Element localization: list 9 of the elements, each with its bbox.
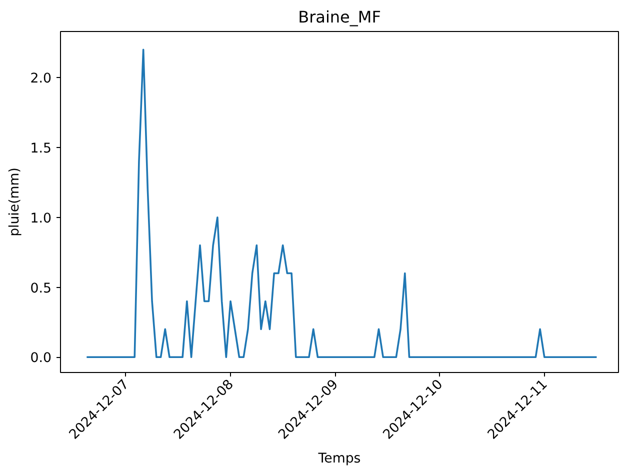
line-series	[86, 48, 598, 358]
y-tick-label: 0.0	[30, 351, 52, 366]
y-tick-label: 1.0	[30, 211, 52, 226]
y-tick-label: 2.0	[30, 72, 52, 87]
y-tick-label: 1.5	[30, 141, 52, 156]
y-axis-title: pluie(mm)	[7, 168, 22, 236]
x-axis-title: Temps	[317, 451, 361, 466]
chart-title: Braine_MF	[298, 8, 381, 26]
y-tick-label: 0.5	[30, 281, 52, 296]
